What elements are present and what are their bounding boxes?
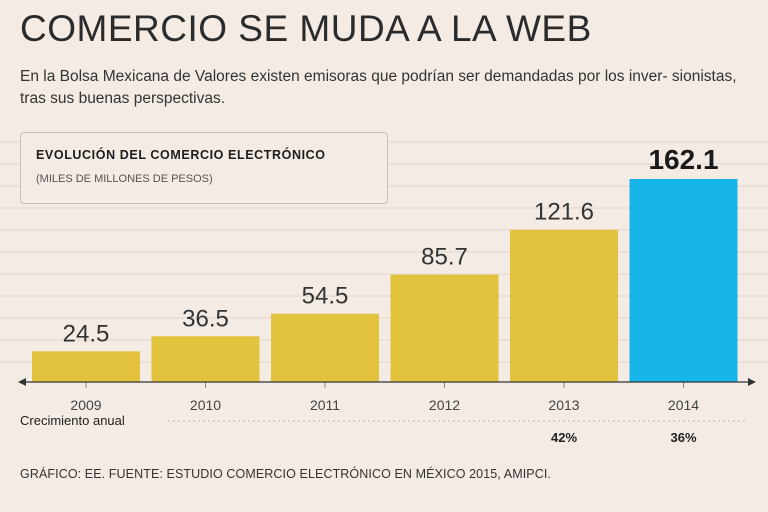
category-label-2010: 2010 <box>190 397 221 413</box>
page-subtitle: En la Bolsa Mexicana de Valores existen … <box>20 68 737 107</box>
growth-label: Crecimiento anual <box>20 413 125 428</box>
category-label-2012: 2012 <box>429 397 460 413</box>
growth-value-2013: 42% <box>551 430 577 445</box>
bar-2010 <box>151 336 260 382</box>
category-label-2011: 2011 <box>310 397 340 413</box>
value-label-2014: 162.1 <box>648 144 718 175</box>
value-label-2009: 24.5 <box>63 320 110 347</box>
bar-2012 <box>390 274 499 382</box>
bar-2009 <box>32 351 140 382</box>
category-label-2014: 2014 <box>668 397 699 413</box>
source-note: GRÁFICO: EE. FUENTE: ESTUDIO COMERCIO EL… <box>20 467 551 481</box>
axis-arrow-right <box>748 378 756 386</box>
category-label-2013: 2013 <box>548 397 579 413</box>
value-label-2011: 54.5 <box>302 283 349 310</box>
value-label-2013: 121.6 <box>534 199 594 226</box>
chart-title-box: EVOLUCIÓN DEL COMERCIO ELECTRÓNICO (MILE… <box>20 132 388 204</box>
value-label-2012: 85.7 <box>421 244 468 271</box>
bar-chart: 24.5 2009 36.5 2010 54.5 2011 85.7 2012 121.6 201… <box>0 141 768 445</box>
value-label-2010: 36.5 <box>182 305 229 332</box>
bar-2013 <box>510 229 618 382</box>
chart-units: (MILES DE MILLONES DE PESOS) <box>36 173 213 185</box>
bar-2014 <box>629 179 738 382</box>
page-title: COMERCIO SE MUDA A LA WEB <box>20 8 592 49</box>
category-label-2009: 2009 <box>70 397 101 413</box>
growth-value-2014: 36% <box>670 430 696 445</box>
chart-title: EVOLUCIÓN DEL COMERCIO ELECTRÓNICO <box>36 148 326 162</box>
bar-2011 <box>271 313 379 382</box>
axis-arrow-left <box>18 378 26 386</box>
